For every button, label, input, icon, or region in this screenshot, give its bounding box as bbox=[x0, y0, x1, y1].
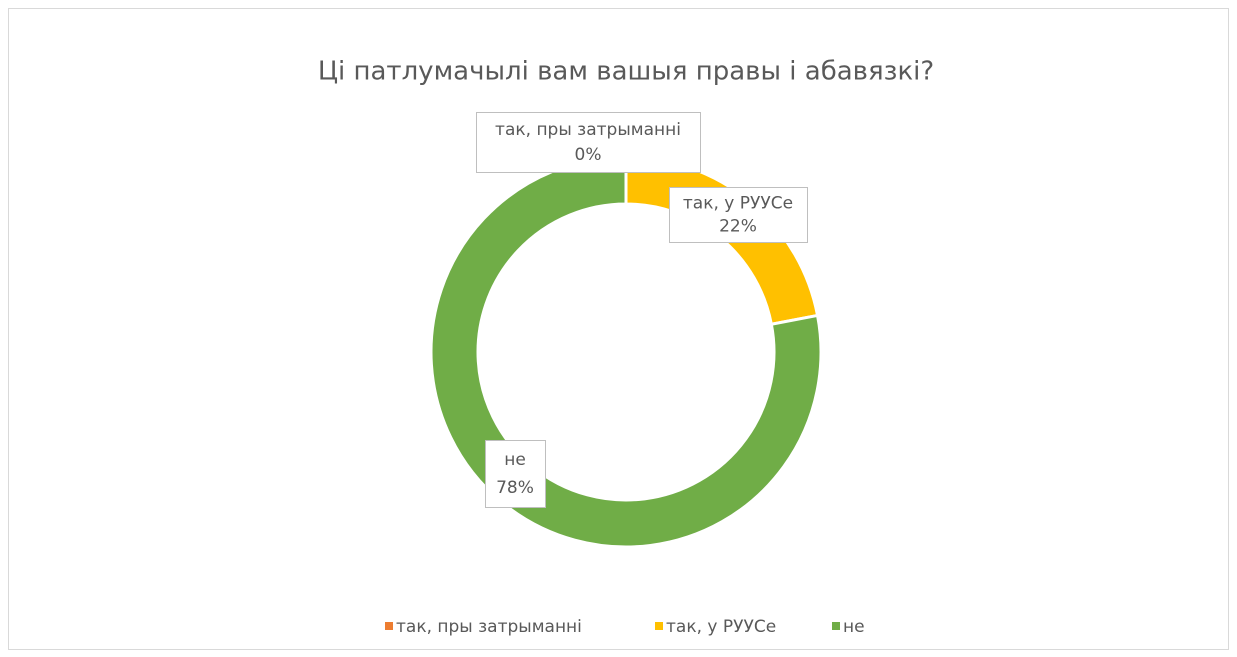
chart-title: Ці патлумачылі вам вашыя правы і абавязк… bbox=[318, 57, 934, 87]
data-label-box bbox=[669, 187, 808, 243]
data-label-category: так, у РУУСе bbox=[683, 194, 793, 214]
data-label-value: 78% bbox=[496, 478, 534, 498]
legend-swatch bbox=[655, 622, 663, 630]
data-label-category: так, пры затрыманні bbox=[495, 120, 681, 140]
legend-swatch bbox=[385, 622, 393, 630]
chart-border bbox=[8, 8, 1229, 650]
legend-label: так, у РУУСе bbox=[666, 617, 776, 637]
data-label-box bbox=[476, 112, 701, 173]
legend-label: так, пры затрыманні bbox=[396, 617, 582, 637]
data-label-value: 22% bbox=[719, 217, 757, 237]
legend-swatch bbox=[832, 622, 840, 630]
data-label-value: 0% bbox=[575, 145, 602, 165]
legend-label: не bbox=[843, 617, 865, 637]
data-label-category: не bbox=[504, 450, 526, 470]
data-label-box bbox=[485, 440, 546, 508]
